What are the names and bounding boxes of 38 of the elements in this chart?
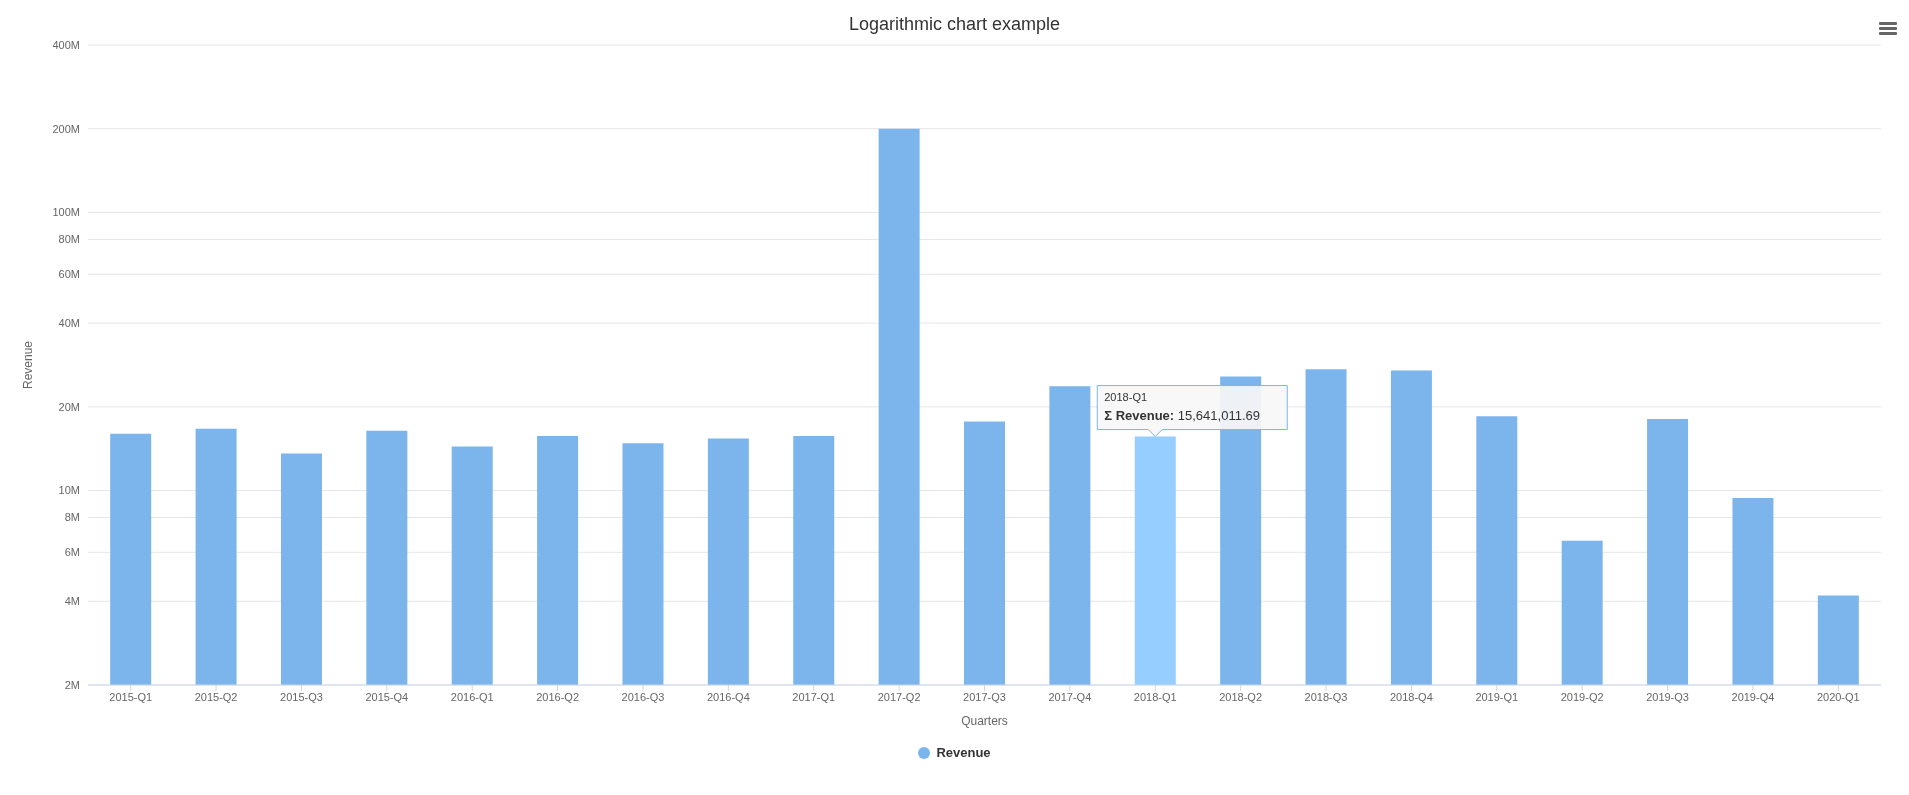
annotation: 2018-Q1 Σ Revenue: 15,641,011.69 xyxy=(1104,390,1260,423)
legend-label: Revenue xyxy=(935,745,991,760)
y-tick-label: 6M xyxy=(64,546,80,559)
y-tick-label: 8M xyxy=(64,511,80,524)
y-tick-label: 4M xyxy=(64,595,80,608)
x-tick-label: 2015-Q3 xyxy=(280,690,323,703)
x-tick-label: 2015-Q4 xyxy=(365,690,409,703)
y-tick-label: 80M xyxy=(58,233,80,246)
x-tick-label: 2016-Q3 xyxy=(621,690,665,703)
x-tick-label: 2018-Q1 xyxy=(1133,690,1177,703)
x-tick-label: 2016-Q2 xyxy=(536,690,579,703)
x-tick-label: 2018-Q3 xyxy=(1304,690,1348,703)
y-tick-label: 40M xyxy=(58,317,80,330)
y-tick-label: 10M xyxy=(58,484,80,497)
chart-title: Logarithmic chart example xyxy=(847,13,1062,35)
x-tick-label: 2018-Q4 xyxy=(1390,690,1433,703)
x-tick-label: 2019-Q1 xyxy=(1475,690,1519,703)
x-tick-label: 2017-Q2 xyxy=(877,690,921,703)
y-tick-label: 60M xyxy=(58,268,80,281)
x-tick-label: 2015-Q2 xyxy=(194,690,238,703)
x-tick-label: 2019-Q3 xyxy=(1646,690,1689,703)
y-tick-label: 400M xyxy=(52,38,80,51)
x-tick-label: 2017-Q3 xyxy=(963,690,1006,703)
x-tick-label: 2018-Q2 xyxy=(1219,690,1263,703)
x-tick-label: 2016-Q4 xyxy=(706,690,750,703)
y-tick-label: 100M xyxy=(52,206,80,219)
x-tick-label: 2020-Q1 xyxy=(1816,690,1860,703)
y-tick-label: 20M xyxy=(58,400,80,413)
x-tick-label: 2017-Q1 xyxy=(792,690,836,703)
x-tick-label: 2015-Q1 xyxy=(109,690,153,703)
y-tick-label: 2M xyxy=(64,678,80,691)
y-tick-label: 200M xyxy=(52,122,80,135)
x-axis-title: Quarters xyxy=(961,714,1008,728)
x-tick-label: 2019-Q2 xyxy=(1560,690,1604,703)
x-tick-label: 2019-Q4 xyxy=(1731,690,1775,703)
x-tick-label: 2017-Q4 xyxy=(1048,690,1092,703)
x-tick-label: 2016-Q1 xyxy=(450,690,494,703)
y-axis-title: Revenue xyxy=(21,340,36,390)
